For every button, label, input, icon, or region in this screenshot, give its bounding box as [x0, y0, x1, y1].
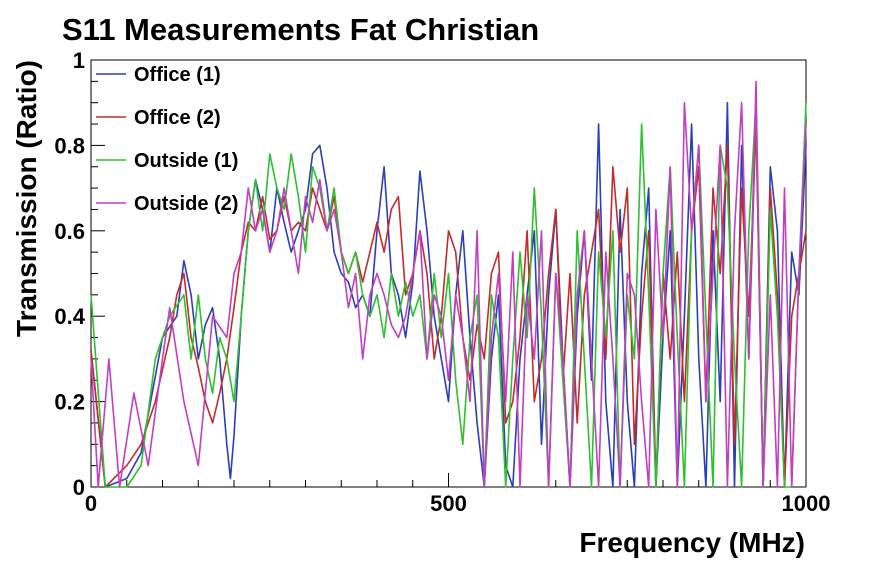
y-tick-label: 0: [73, 475, 85, 500]
legend-label: Outside (2): [134, 193, 238, 215]
y-tick-label: 0.8: [54, 133, 85, 158]
x-tick-label: 500: [430, 491, 467, 516]
legend: Office (1) Office (2) Outside (1) Outside (…: [96, 64, 238, 215]
chart-title: S11 Measurements Fat Christian: [62, 12, 539, 47]
y-tick-label: 1: [73, 48, 85, 73]
legend-label: Outside (1): [134, 150, 238, 172]
x-tick-label: 0: [85, 491, 97, 516]
y-tick-label: 0.2: [54, 390, 85, 415]
x-tick-label: 1000: [782, 491, 831, 516]
y-tick-label: 0.4: [54, 304, 85, 329]
y-axis-title: Transmission (Ratio): [11, 60, 42, 337]
legend-label: Office (2): [134, 107, 221, 129]
legend-label: Office (1): [134, 64, 221, 86]
series-line-4: [90, 80, 807, 488]
y-tick-label: 0.6: [54, 219, 85, 244]
series-layer: [90, 80, 807, 488]
x-axis-title: Frequency (MHz): [579, 527, 805, 558]
